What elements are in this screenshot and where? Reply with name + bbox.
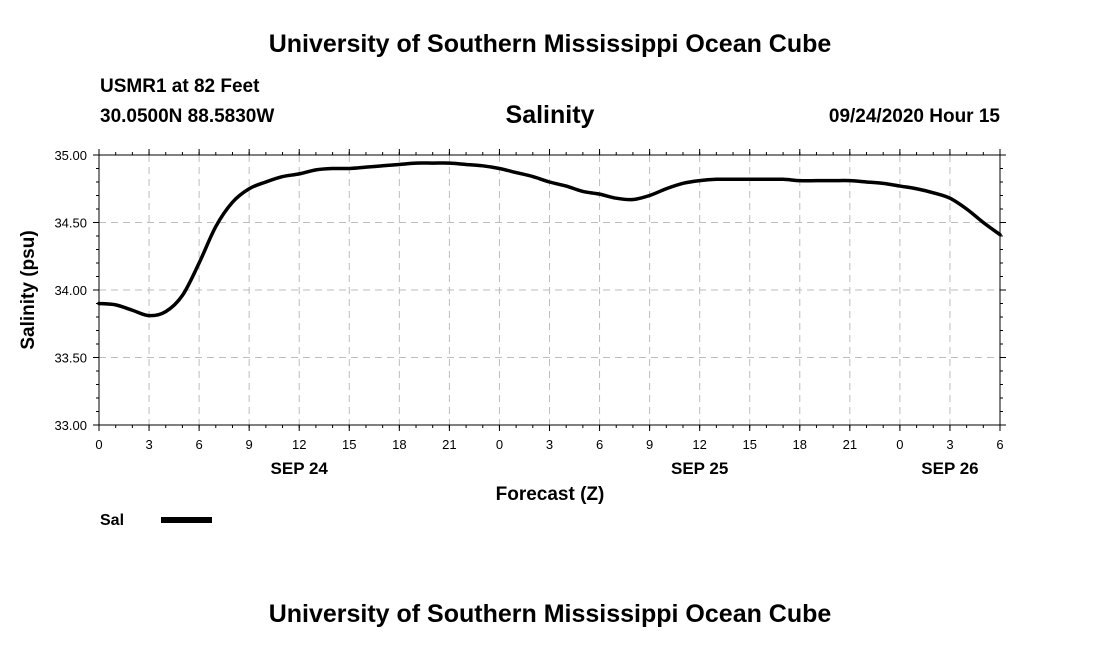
x-tick-label: 0 bbox=[95, 437, 102, 452]
forecast-datetime: 09/24/2020 Hour 15 bbox=[828, 106, 1000, 127]
station-name: USMR1 at 82 Feet bbox=[100, 76, 260, 97]
x-tick-label: 0 bbox=[896, 437, 903, 452]
x-axis-label: Forecast (Z) bbox=[496, 484, 605, 505]
x-tick-label: 12 bbox=[692, 437, 706, 452]
y-tick-label: 34.50 bbox=[54, 216, 87, 231]
x-tick-label: 6 bbox=[195, 437, 202, 452]
x-tick-label: 15 bbox=[342, 437, 356, 452]
y-axis-label: Salinity (psu) bbox=[18, 230, 39, 349]
y-tick-label: 33.50 bbox=[54, 351, 87, 366]
y-tick-label: 34.00 bbox=[54, 283, 87, 298]
x-tick-label: 6 bbox=[596, 437, 603, 452]
x-date-label: SEP 24 bbox=[271, 459, 329, 478]
x-tick-label: 3 bbox=[946, 437, 953, 452]
chart-grid bbox=[99, 155, 1000, 425]
y-tick-label: 33.00 bbox=[54, 418, 87, 433]
x-date-label: SEP 25 bbox=[671, 459, 728, 478]
x-tick-label: 15 bbox=[742, 437, 756, 452]
x-tick-label: 21 bbox=[442, 437, 456, 452]
station-coordinates: 30.0500N 88.5830W bbox=[100, 106, 275, 127]
chart-tick-labels: 33.00 33.50 34.00 34.50 35.00 0 3 6 9 12 15 18 21 0 3 6… bbox=[54, 148, 1003, 478]
x-tick-label: 12 bbox=[292, 437, 306, 452]
x-tick-label: 18 bbox=[392, 437, 406, 452]
x-tick-label: 6 bbox=[996, 437, 1003, 452]
x-tick-label: 3 bbox=[546, 437, 553, 452]
x-tick-label: 0 bbox=[496, 437, 503, 452]
page-title: University of Southern Mississippi Ocean… bbox=[268, 30, 832, 58]
x-tick-label: 3 bbox=[145, 437, 152, 452]
footer-title: University of Southern Mississippi Ocean… bbox=[268, 600, 832, 628]
plot-frame bbox=[98, 154, 1001, 426]
salinity-series-line bbox=[97, 161, 1002, 318]
x-tick-label: 9 bbox=[246, 437, 253, 452]
legend-label: Sal bbox=[100, 512, 124, 529]
x-tick-label: 18 bbox=[793, 437, 807, 452]
y-tick-label: 35.00 bbox=[54, 148, 87, 163]
x-date-label: SEP 26 bbox=[921, 459, 978, 478]
x-tick-label: 21 bbox=[843, 437, 857, 452]
x-tick-label: 9 bbox=[646, 437, 653, 452]
chart-title: Salinity bbox=[505, 101, 595, 129]
